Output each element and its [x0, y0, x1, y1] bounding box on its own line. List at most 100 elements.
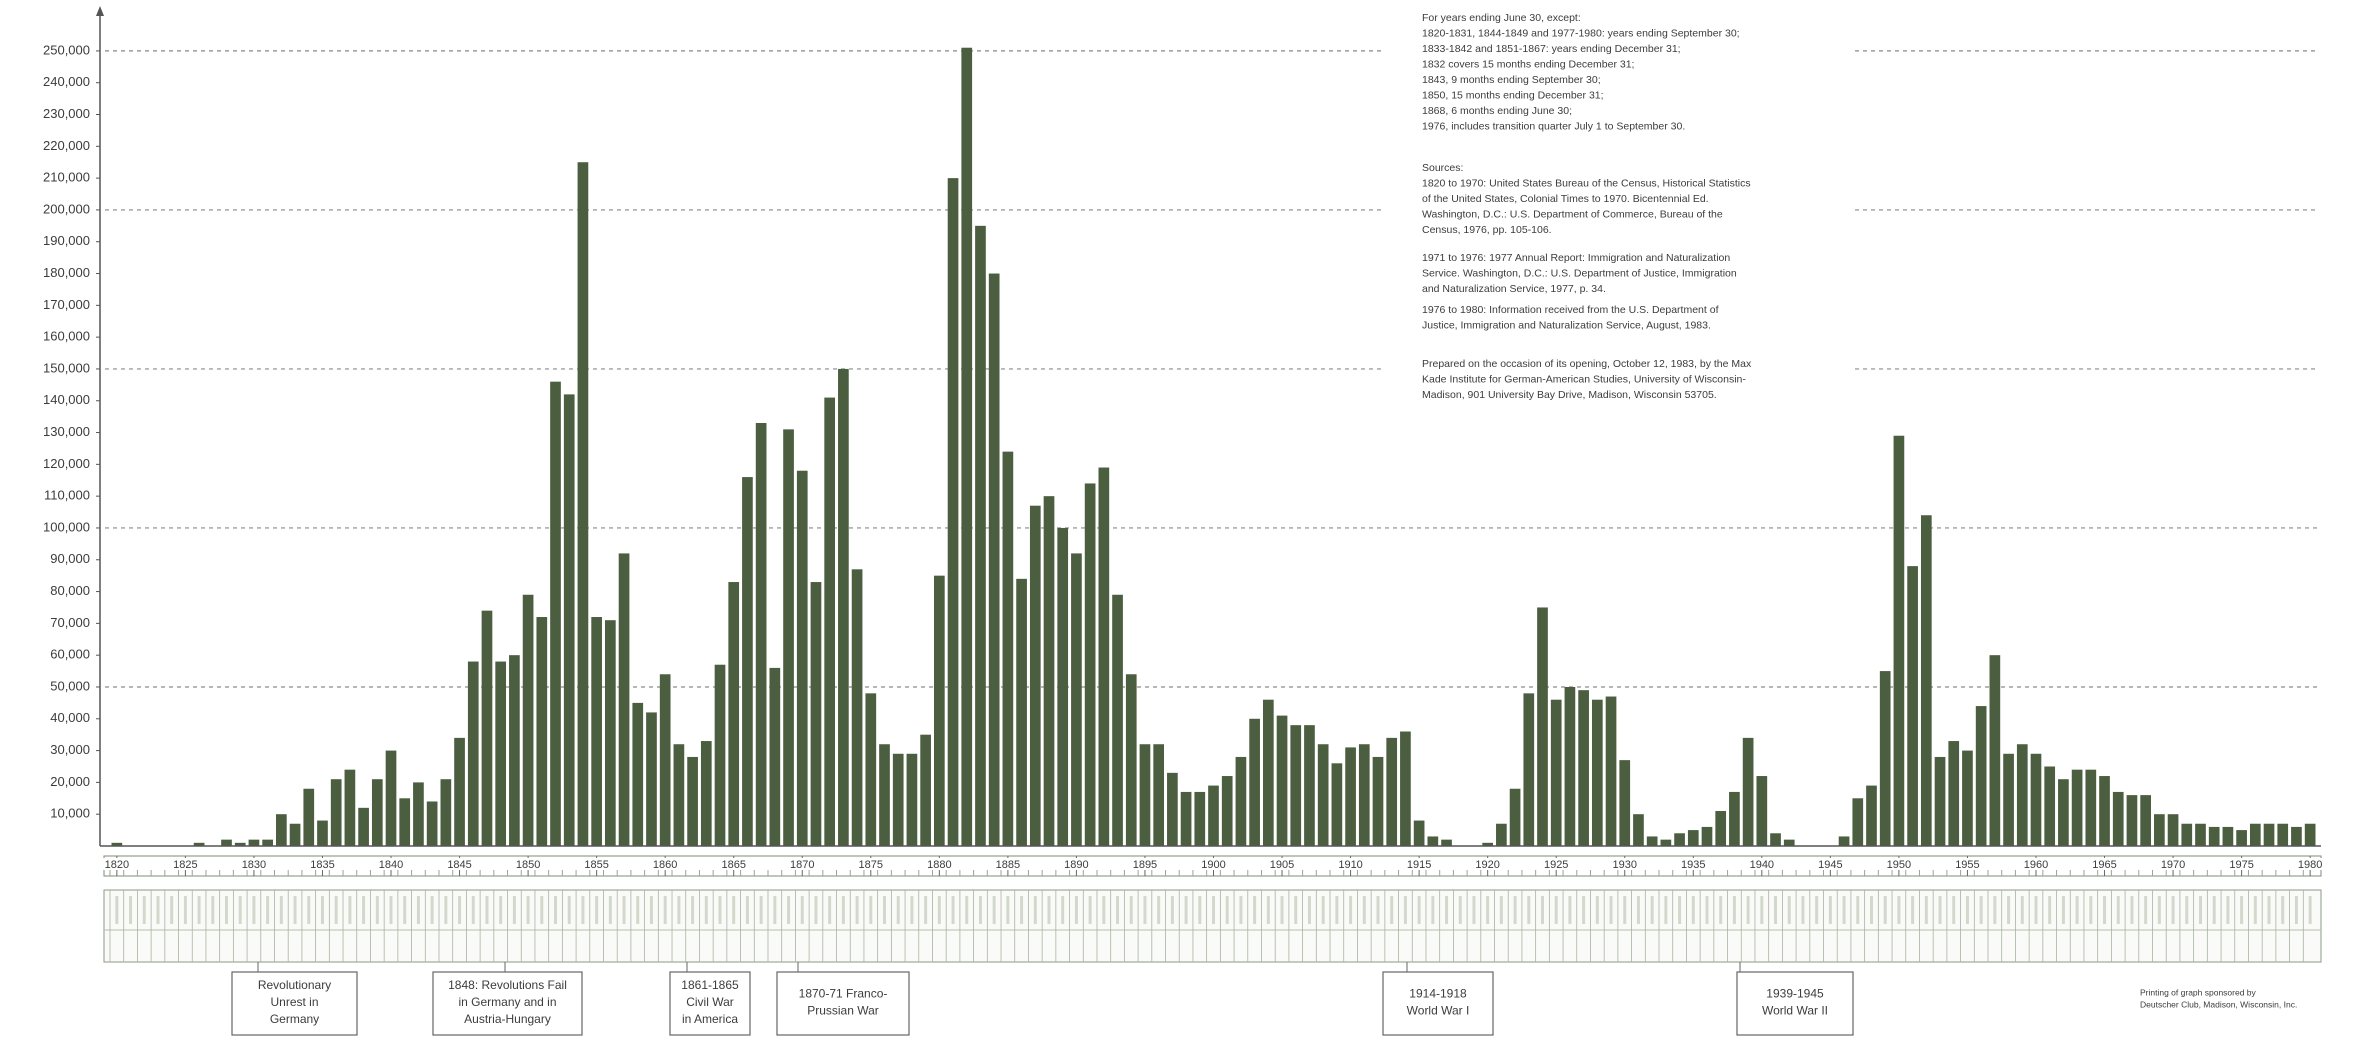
bar [371, 779, 383, 846]
bar [481, 610, 493, 846]
bar [1249, 718, 1260, 846]
x-tick-label-bg [2088, 858, 2121, 870]
x-tick-label: 1945 [1818, 859, 1842, 871]
bar [221, 839, 232, 846]
y-tick-label: 160,000 [43, 329, 90, 344]
x-tick-label-bg [375, 858, 408, 870]
x-tick-label-bg [2019, 858, 2052, 870]
bar [426, 801, 438, 846]
x-tick-label-bg [1060, 858, 1093, 870]
x-tick-label: 1965 [2092, 859, 2116, 871]
bar [1002, 451, 1014, 846]
x-tick-label: 1865 [721, 859, 745, 871]
event-label: World War I [1407, 1004, 1470, 1018]
bar [2154, 814, 2165, 846]
bar [1537, 607, 1548, 846]
bar [1756, 776, 1768, 846]
bar [440, 779, 452, 846]
x-tick-label-bg [786, 858, 819, 870]
bar [796, 470, 808, 846]
bar [2249, 823, 2261, 846]
bar [659, 674, 671, 846]
event-box [432, 971, 583, 1036]
bar [2044, 766, 2056, 846]
note-line: 1820 to 1970: United States Bureau of th… [1422, 177, 1751, 189]
bar [2140, 795, 2151, 846]
bar [1139, 744, 1151, 846]
bar [1317, 744, 1329, 846]
bar [975, 225, 986, 846]
bar [1180, 791, 1192, 846]
bar [1975, 706, 1987, 846]
bar [536, 617, 548, 846]
x-tick-label: 1925 [1544, 859, 1568, 871]
note-line: of the United States, Colonial Times to … [1422, 193, 1709, 205]
bar [467, 661, 479, 846]
bar [646, 712, 657, 846]
bar [2126, 795, 2138, 846]
note-line: 1820-1831, 1844-1849 and 1977-1980: year… [1422, 27, 1740, 39]
bar [1701, 826, 1713, 846]
bar [1057, 527, 1069, 846]
bar [1084, 483, 1096, 846]
note-line: Prepared on the occasion of its opening,… [1422, 358, 1752, 370]
x-tick-label-bg [1882, 858, 1915, 870]
x-tick-label-bg [512, 858, 545, 870]
bar [687, 756, 698, 846]
bar [1729, 791, 1740, 846]
bar [906, 753, 918, 846]
bar [1372, 756, 1384, 846]
x-tick-label-bg [717, 858, 750, 870]
bar [1304, 725, 1315, 846]
x-tick-label: 1870 [790, 859, 814, 871]
bar [742, 477, 753, 846]
bar [1029, 505, 1041, 846]
x-tick-label: 1820 [105, 859, 129, 871]
bar [604, 620, 616, 846]
credit-line: Printing of graph sponsored by [2140, 987, 2257, 997]
bar [810, 582, 822, 846]
note-line: 1976 to 1980: Information received from … [1422, 304, 1719, 316]
note-line: Madison, 901 University Bay Drive, Madis… [1422, 389, 1717, 401]
x-tick-label: 1855 [584, 859, 608, 871]
y-tick-label: 180,000 [43, 265, 90, 280]
bar [2263, 823, 2275, 846]
x-tick-label: 1970 [2161, 859, 2185, 871]
x-tick-label: 1930 [1613, 859, 1637, 871]
x-tick-label-bg [1677, 858, 1710, 870]
bar [838, 368, 849, 846]
bar [2016, 744, 2028, 846]
x-tick-label-bg [169, 858, 202, 870]
note-line: 1868, 6 months ending June 30; [1422, 105, 1572, 117]
bar [1742, 737, 1754, 846]
bar [413, 782, 424, 846]
bar [755, 423, 767, 846]
note-line: Justice, Immigration and Naturalization … [1422, 319, 1711, 331]
y-tick-label: 230,000 [43, 106, 90, 121]
credit-line: Deutscher Club, Madison, Wisconsin, Inc. [2140, 999, 2297, 1009]
bar [1482, 842, 1494, 846]
y-tick-label: 150,000 [43, 360, 90, 375]
bar [1715, 811, 1727, 846]
event-label: 1870-71 Franco- [799, 987, 888, 1001]
bar [317, 820, 328, 846]
bar [1564, 686, 1576, 846]
bar [2167, 814, 2179, 846]
y-tick-label: 30,000 [50, 742, 90, 757]
event-label: Unrest in [270, 995, 318, 1009]
x-tick-label-bg [923, 858, 956, 870]
bar [509, 655, 520, 846]
bar [1125, 674, 1137, 846]
x-tick-label-bg [2225, 858, 2258, 870]
y-tick-label: 190,000 [43, 233, 90, 248]
event-label: Austria-Hungary [464, 1012, 551, 1026]
bar [2099, 776, 2110, 846]
bar [1098, 467, 1110, 846]
y-tick-label: 70,000 [50, 615, 90, 630]
x-tick-label: 1960 [2024, 859, 2048, 871]
event-label: 1861-1865 [681, 978, 739, 992]
x-tick-label-bg [1403, 858, 1436, 870]
x-tick-label-bg [100, 858, 133, 870]
bar [495, 661, 507, 846]
y-tick-label: 80,000 [50, 583, 90, 598]
